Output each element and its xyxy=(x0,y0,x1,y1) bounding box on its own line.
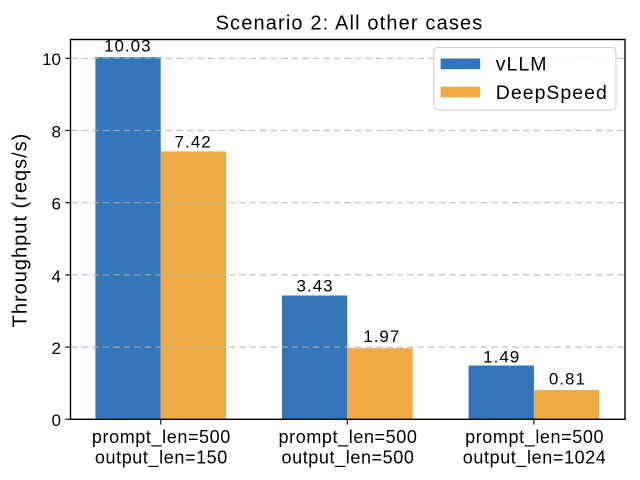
svg-text:vLLM: vLLM xyxy=(496,54,548,76)
svg-text:2: 2 xyxy=(52,339,61,358)
svg-text:prompt_len=500: prompt_len=500 xyxy=(465,427,604,448)
svg-text:10: 10 xyxy=(42,50,61,69)
svg-text:output_len=500: output_len=500 xyxy=(281,448,414,469)
svg-text:1.49: 1.49 xyxy=(483,348,520,367)
svg-text:DeepSpeed: DeepSpeed xyxy=(496,82,608,104)
svg-text:8: 8 xyxy=(52,122,61,141)
svg-text:Scenario 2: All other cases: Scenario 2: All other cases xyxy=(216,13,484,35)
svg-text:1.97: 1.97 xyxy=(363,327,400,346)
svg-text:6: 6 xyxy=(52,195,61,214)
svg-text:prompt_len=500: prompt_len=500 xyxy=(279,427,418,448)
svg-text:3.43: 3.43 xyxy=(297,277,334,296)
svg-text:0.81: 0.81 xyxy=(549,369,586,388)
svg-text:Throughput (reqs/s): Throughput (reqs/s) xyxy=(10,133,32,328)
svg-text:output_len=1024: output_len=1024 xyxy=(463,448,607,469)
svg-text:output_len=150: output_len=150 xyxy=(95,448,228,469)
svg-text:0: 0 xyxy=(52,411,61,430)
svg-text:10.03: 10.03 xyxy=(104,36,152,55)
svg-text:prompt_len=500: prompt_len=500 xyxy=(92,427,231,448)
svg-text:7.42: 7.42 xyxy=(175,132,212,151)
svg-text:4: 4 xyxy=(52,267,61,286)
